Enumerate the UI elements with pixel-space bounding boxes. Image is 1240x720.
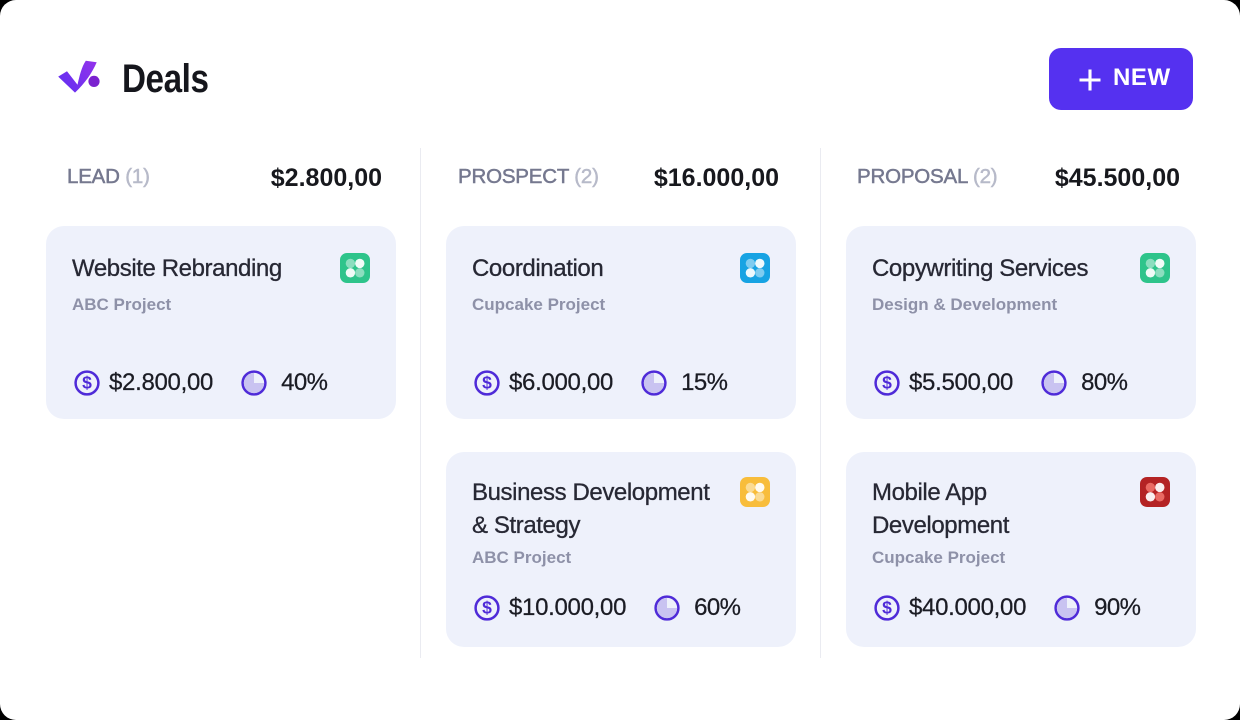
svg-text:$: $ bbox=[882, 597, 892, 617]
svg-text:$: $ bbox=[82, 372, 92, 392]
svg-text:$: $ bbox=[882, 372, 892, 392]
svg-text:$: $ bbox=[482, 372, 492, 392]
svg-text:$: $ bbox=[482, 597, 492, 617]
